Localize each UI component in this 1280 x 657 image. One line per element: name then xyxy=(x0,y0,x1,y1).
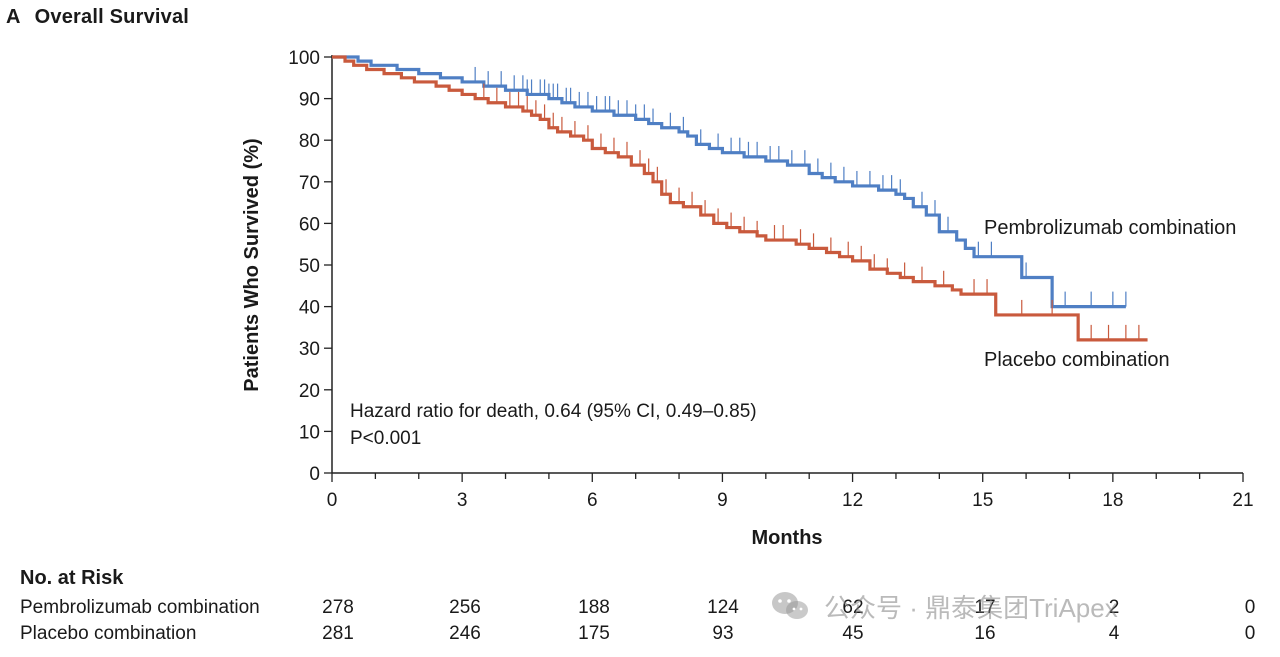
x-tick-label: 9 xyxy=(717,490,728,511)
x-tick-label: 6 xyxy=(587,490,598,511)
x-axis-label: Months xyxy=(751,527,822,549)
risk-row-label: Pembrolizumab combination xyxy=(20,597,260,618)
series-label-pembrolizumab: Pembrolizumab combination xyxy=(984,217,1236,239)
at-risk-count: 175 xyxy=(578,623,610,644)
y-tick-label: 90 xyxy=(299,90,320,111)
y-tick-label: 0 xyxy=(309,464,320,485)
at-risk-count: 93 xyxy=(712,623,734,644)
p-value-text: P<0.001 xyxy=(350,428,421,449)
x-tick-label: 21 xyxy=(1232,490,1253,511)
y-tick-label: 60 xyxy=(299,214,320,235)
x-tick-label: 15 xyxy=(972,490,993,511)
x-tick-label: 12 xyxy=(842,490,863,511)
x-tick-label: 0 xyxy=(327,490,338,511)
x-tick-label: 3 xyxy=(457,490,468,511)
at-risk-count: 281 xyxy=(322,623,354,644)
at-risk-count: 4 xyxy=(1108,623,1120,644)
hazard-ratio-text: Hazard ratio for death, 0.64 (95% CI, 0.… xyxy=(350,401,757,422)
panel-letter: A xyxy=(6,6,21,28)
y-tick-label: 20 xyxy=(299,381,320,402)
at-risk-count: 16 xyxy=(974,623,996,644)
panel-title: A Overall Survival xyxy=(6,6,189,29)
series-label-placebo: Placebo combination xyxy=(984,349,1170,371)
y-tick-label: 80 xyxy=(299,131,320,152)
at-risk-count: 256 xyxy=(449,597,481,618)
y-tick-label: 50 xyxy=(299,256,320,277)
y-tick-label: 10 xyxy=(299,422,320,443)
y-axis-label: Patients Who Survived (%) xyxy=(241,138,263,391)
at-risk-count: 188 xyxy=(578,597,610,618)
at-risk-count: 45 xyxy=(842,623,864,644)
at-risk-count: 2 xyxy=(1108,597,1120,618)
risk-row-label: Placebo combination xyxy=(20,623,197,644)
y-tick-label: 30 xyxy=(299,339,320,360)
at-risk-count: 62 xyxy=(842,597,864,618)
at-risk-count: 124 xyxy=(707,597,739,618)
at-risk-count: 278 xyxy=(322,597,354,618)
series-line-0 xyxy=(332,55,1126,309)
y-tick-label: 100 xyxy=(288,48,320,69)
panel-title-text: Overall Survival xyxy=(34,6,190,28)
at-risk-count: 246 xyxy=(449,623,481,644)
series-layer xyxy=(332,55,1148,342)
risk-table-title: No. at Risk xyxy=(20,567,124,589)
y-tick-label: 70 xyxy=(299,173,320,194)
axes: 0 10 20 30 40 50 60 70 80 90 100 0 3 6 9 12 15 18 21 xyxy=(288,48,1253,511)
x-tick-label: 18 xyxy=(1102,490,1123,511)
y-tick-label: 40 xyxy=(299,298,320,319)
series-line-1 xyxy=(332,55,1148,342)
at-risk-count: 0 xyxy=(1244,597,1256,618)
at-risk-count: 17 xyxy=(974,597,996,618)
at-risk-count: 0 xyxy=(1244,623,1256,644)
